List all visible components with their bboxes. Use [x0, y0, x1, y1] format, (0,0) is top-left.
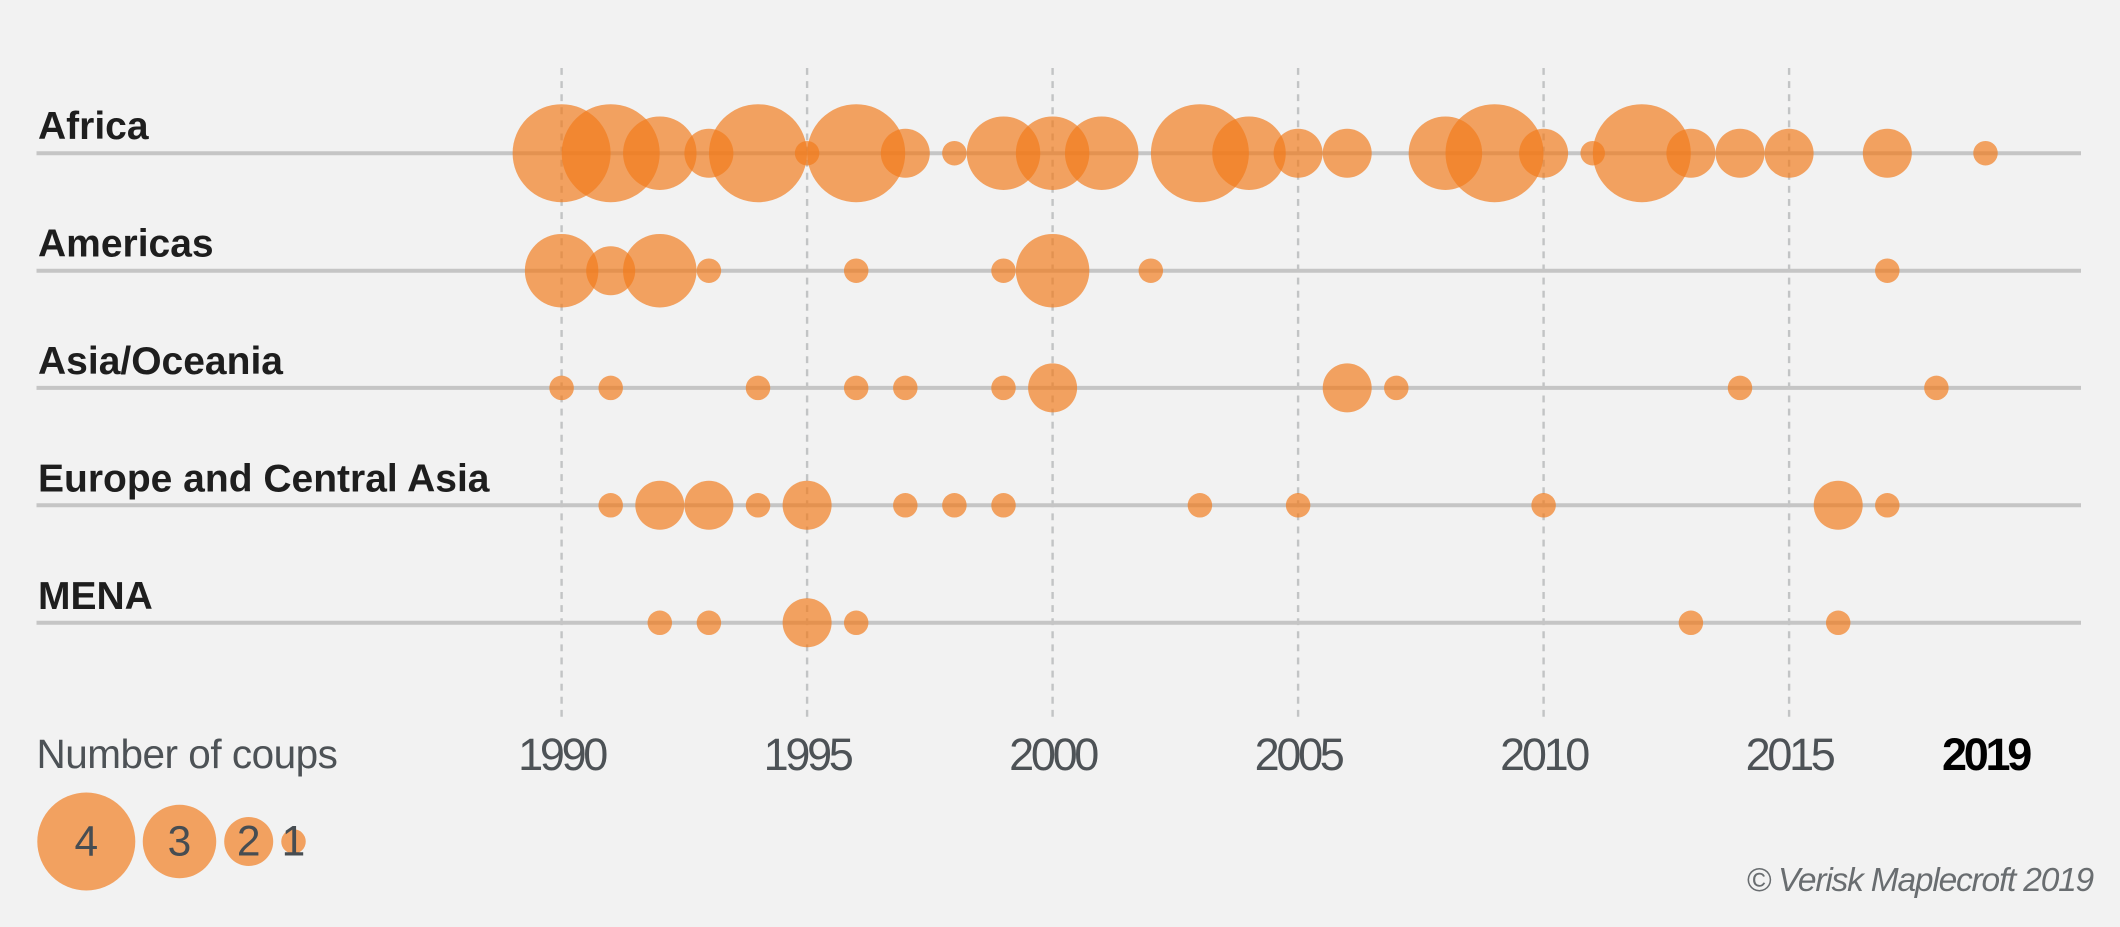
svg-text:Americas: Americas [38, 223, 214, 266]
svg-text:Africa: Africa [38, 105, 149, 148]
svg-text:2: 2 [237, 819, 261, 866]
svg-text:4: 4 [74, 819, 98, 866]
svg-text:© Verisk Maplecroft 2019: © Verisk Maplecroft 2019 [1746, 862, 2093, 899]
svg-text:2010: 2010 [1500, 729, 1589, 780]
svg-text:1995: 1995 [764, 729, 853, 780]
svg-text:MENA: MENA [38, 575, 153, 618]
svg-text:3: 3 [168, 819, 192, 866]
svg-text:2015: 2015 [1746, 729, 1835, 780]
svg-text:2005: 2005 [1255, 729, 1344, 780]
svg-text:Asia/Oceania: Asia/Oceania [38, 340, 283, 383]
svg-text:2000: 2000 [1009, 729, 1098, 780]
svg-text:1: 1 [282, 819, 306, 866]
svg-text:2019: 2019 [1942, 729, 2031, 780]
svg-text:1990: 1990 [518, 729, 607, 780]
svg-text:Europe and Central Asia: Europe and Central Asia [38, 457, 490, 500]
svg-text:Number of coups: Number of coups [37, 731, 338, 777]
